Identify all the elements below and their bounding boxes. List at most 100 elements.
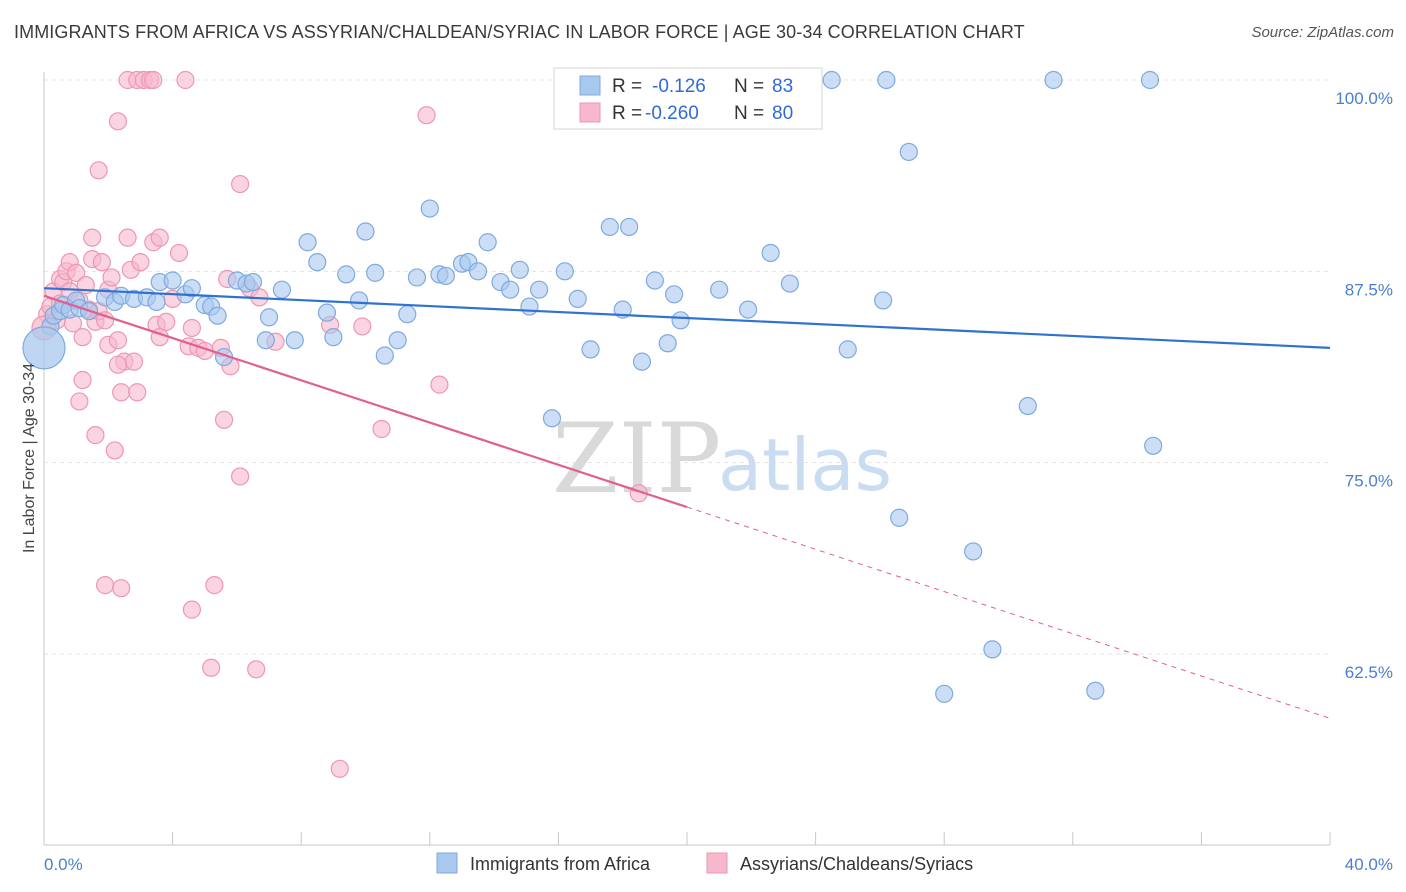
assyrian-point bbox=[144, 70, 163, 90]
assyrian-point bbox=[112, 383, 131, 402]
assyrian-point bbox=[124, 352, 144, 371]
assyrian-point bbox=[108, 112, 128, 131]
africa-point bbox=[899, 142, 918, 162]
y-tick-labels: 100.0% 87.5% 75.0% 62.5% bbox=[1335, 89, 1393, 682]
africa-point bbox=[935, 684, 954, 703]
africa-point bbox=[298, 233, 317, 252]
africa-point bbox=[163, 271, 182, 290]
assyrian-point bbox=[182, 600, 201, 619]
africa-point bbox=[22, 326, 66, 370]
y-tick-label-1: 87.5% bbox=[1345, 280, 1393, 299]
watermark: ZIP atlas bbox=[552, 403, 892, 515]
africa-point bbox=[317, 303, 337, 322]
assyrian-point bbox=[182, 318, 201, 338]
assyrian-point bbox=[92, 253, 111, 272]
assyrian-point bbox=[67, 263, 86, 282]
africa-point bbox=[671, 311, 690, 330]
assyrian-point bbox=[214, 410, 234, 429]
africa-point bbox=[407, 268, 427, 287]
assyrian-point bbox=[83, 228, 102, 247]
africa-point bbox=[285, 331, 304, 350]
legend-r-value-blue: -0.126 bbox=[652, 76, 706, 97]
africa-point bbox=[822, 70, 841, 90]
assyrian-point bbox=[89, 161, 108, 180]
africa-point bbox=[710, 280, 729, 299]
series-africa-points bbox=[22, 70, 1163, 703]
africa-point bbox=[1018, 396, 1037, 416]
assyrian-point bbox=[95, 576, 115, 595]
assyrian-point bbox=[430, 375, 449, 394]
source-credit: Source: ZipAtlas.com bbox=[1251, 24, 1394, 41]
africa-point bbox=[964, 542, 983, 561]
trend-line-africa bbox=[43, 287, 1331, 349]
africa-point bbox=[620, 217, 639, 237]
africa-point bbox=[568, 289, 587, 308]
africa-point bbox=[542, 409, 562, 428]
assyrian-point bbox=[353, 317, 372, 336]
legend-swatch-pink bbox=[579, 102, 601, 123]
assyrian-point bbox=[231, 174, 250, 194]
assyrian-point bbox=[108, 355, 128, 374]
legend-n-value-pink: 80 bbox=[772, 103, 793, 124]
africa-point bbox=[501, 280, 520, 299]
africa-point bbox=[308, 253, 327, 272]
africa-point bbox=[555, 262, 574, 281]
assyrian-point bbox=[105, 441, 124, 460]
africa-point bbox=[581, 340, 600, 359]
assyrian-point bbox=[150, 228, 169, 247]
africa-point bbox=[272, 280, 292, 299]
assyrian-point bbox=[330, 759, 349, 778]
africa-point bbox=[259, 308, 279, 327]
legend-n-value-blue: 83 bbox=[772, 76, 793, 97]
assyrian-point bbox=[112, 579, 131, 598]
africa-point bbox=[356, 222, 375, 241]
africa-point bbox=[243, 272, 263, 292]
africa-point bbox=[838, 340, 857, 359]
trend-line-assyrian bbox=[43, 294, 688, 509]
africa-point bbox=[983, 640, 1002, 659]
africa-point bbox=[600, 217, 619, 237]
africa-point bbox=[375, 346, 394, 365]
assyrian-point bbox=[231, 467, 250, 486]
assyrian-point bbox=[176, 70, 195, 90]
legend-swatch-blue bbox=[579, 75, 601, 96]
africa-point bbox=[530, 280, 549, 299]
bottom-legend-label-blue: Immigrants from Africa bbox=[470, 854, 651, 874]
africa-point bbox=[398, 305, 417, 324]
africa-point bbox=[388, 331, 407, 350]
africa-point bbox=[510, 260, 529, 279]
y-tick-label-3: 62.5% bbox=[1345, 663, 1393, 682]
assyrian-point bbox=[70, 392, 89, 411]
y-axis-label: In Labor Force | Age 30-34 bbox=[21, 363, 38, 553]
assyrian-point bbox=[73, 328, 92, 347]
legend-n-label-pink: N = bbox=[734, 103, 764, 124]
africa-point bbox=[147, 292, 166, 312]
africa-point bbox=[1044, 70, 1063, 90]
assyrian-point bbox=[131, 253, 150, 272]
assyrian-point bbox=[417, 106, 436, 125]
africa-point bbox=[324, 328, 343, 347]
legend-box: R = -0.126 N = 83 R = -0.260 N = 80 bbox=[553, 67, 823, 130]
assyrian-point bbox=[128, 383, 147, 402]
assyrian-point bbox=[247, 660, 266, 679]
assyrian-point bbox=[86, 426, 105, 445]
africa-point bbox=[877, 70, 896, 90]
assyrian-point bbox=[372, 419, 391, 439]
bottom-legend-swatch-pink bbox=[706, 852, 728, 874]
assyrian-point bbox=[169, 243, 189, 263]
assyrian-point bbox=[202, 658, 221, 677]
africa-point bbox=[738, 300, 758, 319]
africa-point bbox=[182, 279, 201, 298]
africa-point bbox=[337, 265, 356, 284]
legend-r-value-pink: -0.260 bbox=[645, 103, 699, 124]
assyrian-point bbox=[95, 311, 115, 330]
assyrian-point bbox=[102, 268, 121, 287]
africa-point bbox=[874, 291, 893, 310]
bottom-legend-label-pink: Assyrians/Chaldeans/Syriacs bbox=[740, 854, 973, 874]
assyrian-point bbox=[73, 370, 92, 390]
assyrian-point bbox=[205, 576, 224, 595]
y-tick-label-2: 75.0% bbox=[1345, 472, 1393, 491]
x-axis-ticks bbox=[43, 832, 1331, 845]
x-tick-label-max: 40.0% bbox=[1345, 855, 1393, 874]
